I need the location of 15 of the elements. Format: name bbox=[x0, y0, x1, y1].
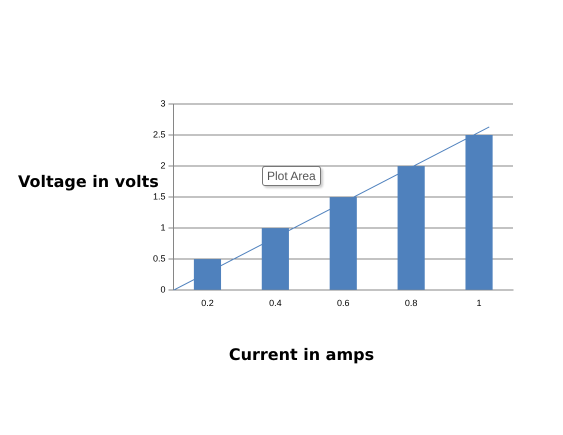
y-tick-label: 3 bbox=[160, 98, 166, 108]
y-tick-label: 0 bbox=[160, 284, 166, 295]
x-tick-label: 0.2 bbox=[201, 298, 214, 308]
y-tick-label: 1 bbox=[160, 222, 166, 233]
y-axis-title: Voltage in volts bbox=[18, 172, 159, 191]
annotation: Plot Area bbox=[262, 166, 321, 186]
x-tick-label: 1 bbox=[476, 298, 482, 308]
x-tick-label: 0.4 bbox=[269, 298, 282, 308]
y-tick-label: 0.5 bbox=[152, 254, 166, 264]
y-tick-label: 1.5 bbox=[152, 192, 166, 202]
x-axis-title: Current in amps bbox=[228, 345, 376, 364]
y-tick-label: 2.5 bbox=[152, 130, 166, 140]
y-tick-label: 2 bbox=[160, 160, 166, 171]
x-tick-label: 0.8 bbox=[404, 298, 418, 308]
x-tick-label: 0.6 bbox=[337, 298, 350, 308]
